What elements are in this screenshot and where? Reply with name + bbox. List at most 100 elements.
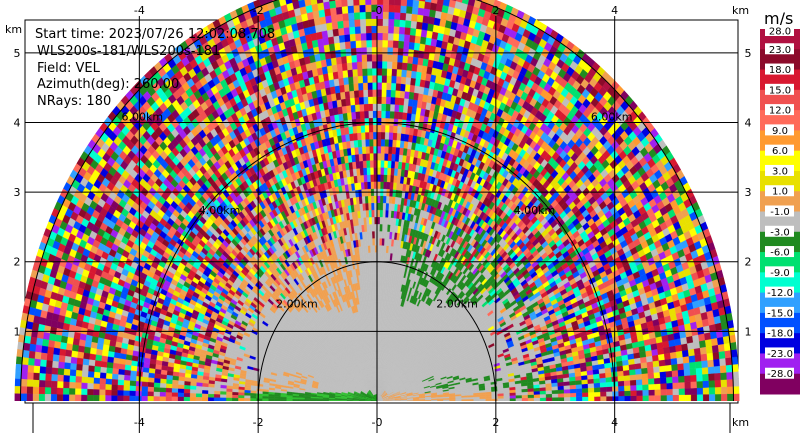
- velocity-cell: [388, 203, 392, 211]
- velocity-cell: [369, 238, 373, 246]
- velocity-cell: [539, 393, 547, 398]
- velocity-cell: [521, 397, 529, 401]
- velocity-cell: [280, 398, 287, 401]
- velocity-cell: [539, 390, 547, 395]
- velocity-cell: [378, 273, 381, 281]
- velocity-cell: [491, 398, 498, 401]
- velocity-cell: [378, 280, 381, 288]
- velocity-cell: [533, 397, 541, 401]
- velocity-cell: [243, 395, 251, 399]
- velocity-cell: [382, 202, 387, 211]
- velocity-cell: [384, 224, 388, 232]
- velocity-cell: [379, 230, 383, 239]
- velocity-cell: [473, 398, 480, 401]
- velocity-cell: [268, 394, 275, 397]
- velocity-cell: [322, 399, 329, 401]
- velocity-cell: [213, 394, 221, 398]
- velocity-cell: [372, 245, 375, 253]
- velocity-cell: [497, 398, 505, 401]
- velocity-cell: [316, 399, 323, 401]
- velocity-cell: [527, 391, 535, 395]
- velocity-cell: [455, 399, 462, 401]
- velocity-cell: [365, 202, 369, 211]
- velocity-cell: [371, 223, 375, 232]
- velocity-cell: [521, 388, 528, 393]
- velocity-cell: [274, 396, 281, 400]
- velocity-cell: [370, 202, 375, 211]
- velocity-cell: [274, 398, 281, 401]
- velocity-cell: [372, 252, 376, 260]
- velocity-cell: [467, 398, 474, 401]
- velocity-cell: [237, 392, 245, 396]
- velocity-cell: [225, 394, 233, 399]
- velocity-cell: [231, 394, 239, 399]
- velocity-cell: [369, 231, 373, 239]
- velocity-cell: [244, 392, 251, 396]
- velocity-cell: [384, 231, 388, 239]
- velocity-cell: [479, 396, 486, 400]
- velocity-cell: [238, 389, 245, 393]
- velocity-cell: [378, 287, 381, 296]
- velocity-cell: [268, 396, 275, 400]
- velocity-cell: [256, 395, 263, 399]
- velocity-cell: [382, 209, 386, 218]
- velocity-cell: [231, 391, 239, 396]
- velocity-cell: [527, 397, 535, 401]
- velocity-cell: [249, 398, 257, 401]
- velocity-cell: [334, 399, 341, 401]
- velocity-cell: [378, 259, 382, 267]
- velocity-cell: [213, 390, 221, 395]
- velocity-cell: [533, 394, 541, 398]
- velocity-cell: [379, 223, 383, 232]
- velocity-cell: [485, 398, 492, 401]
- velocity-cell: [346, 400, 353, 401]
- velocity-cell: [268, 398, 275, 401]
- velocity-cell: [371, 230, 375, 239]
- velocity-cell: [381, 252, 384, 260]
- velocity-cell: [515, 394, 523, 399]
- velocity-cell: [491, 395, 498, 399]
- velocity-cell: [378, 252, 382, 260]
- velocity-cell: [509, 395, 517, 399]
- velocity-cell: [383, 238, 387, 246]
- velocity-cell: [298, 397, 305, 400]
- velocity-cell: [385, 209, 389, 218]
- velocity-cell: [219, 397, 227, 401]
- velocity-cell: [231, 397, 239, 401]
- velocity-cell: [372, 238, 375, 246]
- velocity-cell: [381, 245, 385, 253]
- velocity-cell: [379, 202, 384, 211]
- velocity-cell: [292, 397, 299, 400]
- velocity-cell: [503, 395, 511, 399]
- velocity-cell: [368, 216, 372, 225]
- velocity-cell: [340, 400, 347, 401]
- velocity-cell: [352, 400, 360, 401]
- velocity-cell: [382, 216, 386, 225]
- velocity-cell: [380, 266, 384, 274]
- velocity-cell: [381, 238, 385, 246]
- velocity-cell: [262, 396, 269, 399]
- velocity-cell: [237, 398, 245, 401]
- velocity-cell: [286, 398, 293, 401]
- velocity-cell: [515, 397, 523, 401]
- velocity-cell: [243, 398, 251, 401]
- velocity-cell: [213, 387, 221, 392]
- velocity-cell: [225, 391, 233, 396]
- velocity-cell: [378, 301, 381, 310]
- velocity-cell: [256, 398, 263, 401]
- velocity-cell: [381, 231, 385, 239]
- velocity-cell: [381, 223, 386, 232]
- velocity-cell: [385, 202, 389, 211]
- velocity-cell: [521, 391, 529, 396]
- velocity-cell: [219, 394, 227, 399]
- velocity-cell: [256, 393, 263, 397]
- velocity-cell: [304, 397, 311, 400]
- velocity-cell: [250, 393, 257, 397]
- velocity-cell: [213, 397, 221, 401]
- velocity-cell: [292, 399, 299, 401]
- velocity-cell: [280, 396, 287, 400]
- velocity-cell: [378, 294, 381, 303]
- velocity-cell: [380, 259, 384, 267]
